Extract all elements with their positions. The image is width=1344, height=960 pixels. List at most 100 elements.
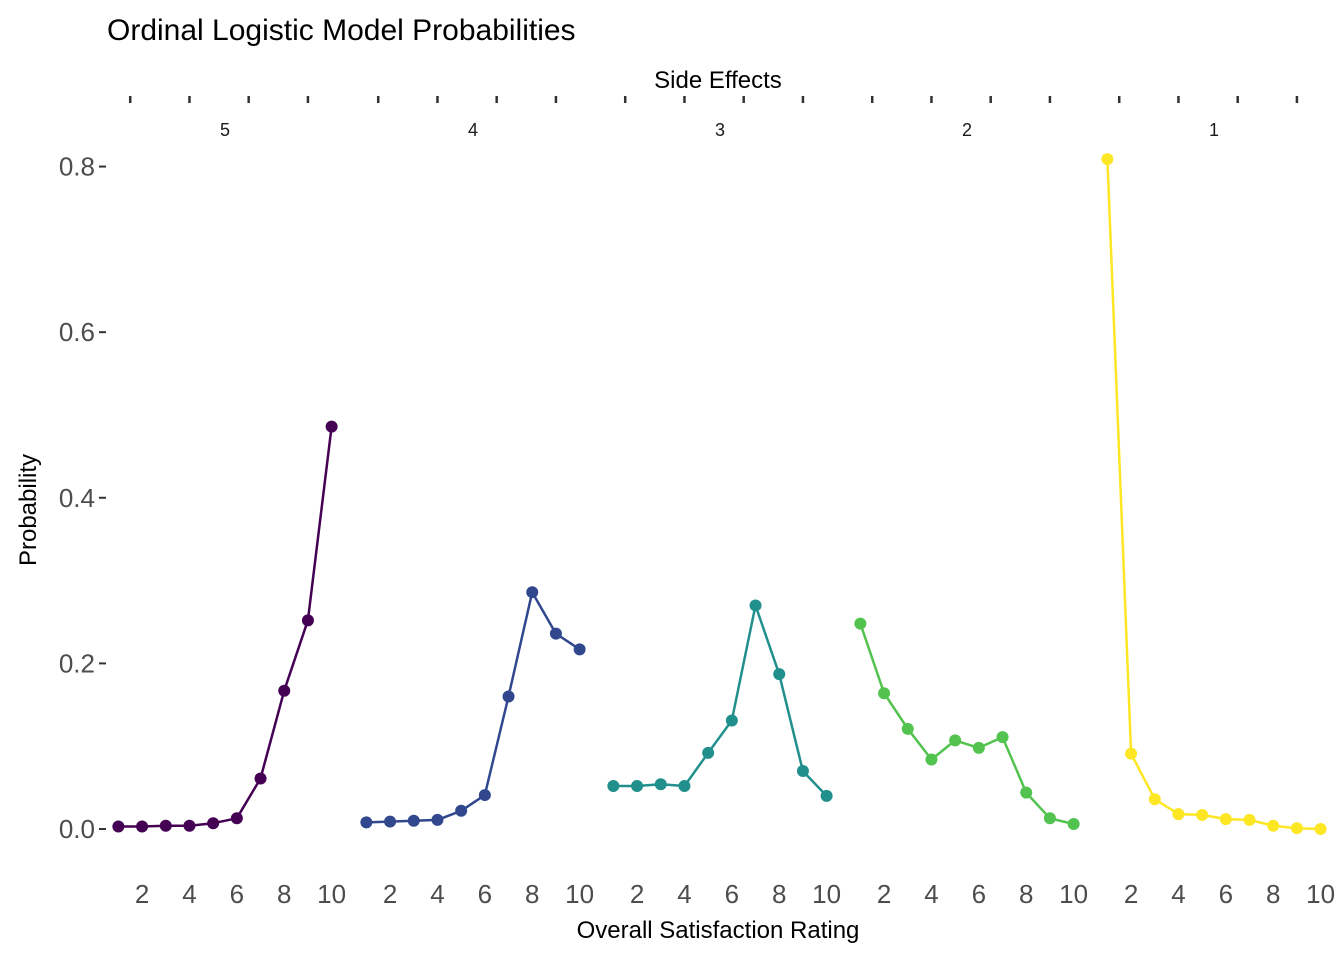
data-point xyxy=(749,599,762,612)
data-point xyxy=(1020,786,1033,799)
data-point xyxy=(159,819,172,832)
data-point xyxy=(254,772,267,785)
data-point xyxy=(678,779,691,792)
data-point xyxy=(325,420,338,433)
x-tick-label: 6 xyxy=(230,879,244,909)
data-point xyxy=(278,684,291,697)
data-point xyxy=(1219,813,1232,826)
series-2 xyxy=(854,617,1080,831)
chart-title: Ordinal Logistic Model Probabilities xyxy=(107,14,576,47)
x-tick-label: 6 xyxy=(1219,879,1233,909)
series-layer xyxy=(112,153,1327,836)
x-tick-label: 2 xyxy=(877,879,891,909)
data-point xyxy=(702,746,715,759)
x-tick-label: 8 xyxy=(1266,879,1280,909)
series-4 xyxy=(360,586,586,829)
series-line xyxy=(613,604,828,797)
y-tick-label: 0.4 xyxy=(59,483,95,513)
x-tick-label: 2 xyxy=(135,879,149,909)
facet-label: 2 xyxy=(962,120,972,140)
data-point xyxy=(1314,823,1327,836)
x-tick-label: 4 xyxy=(182,879,196,909)
data-point xyxy=(526,586,539,599)
series-3 xyxy=(607,599,833,802)
data-point xyxy=(949,734,962,747)
data-point xyxy=(478,789,491,802)
data-point xyxy=(996,731,1009,744)
data-point xyxy=(1267,819,1280,832)
x-tick-label: 6 xyxy=(972,879,986,909)
data-point xyxy=(1172,808,1185,821)
data-point xyxy=(1243,813,1256,826)
data-point xyxy=(230,812,243,825)
data-point xyxy=(925,753,938,766)
data-point xyxy=(820,789,833,802)
x-tick-label: 2 xyxy=(630,879,644,909)
series-1 xyxy=(1101,153,1327,836)
x-tick-label: 4 xyxy=(1171,879,1185,909)
x-tick-label: 4 xyxy=(430,879,444,909)
data-point xyxy=(360,816,373,829)
x-tick-label: 10 xyxy=(565,879,594,909)
data-point xyxy=(207,817,220,830)
data-point xyxy=(854,617,867,630)
data-point xyxy=(796,765,809,778)
data-point xyxy=(431,813,444,826)
x-tick-label: 10 xyxy=(1059,879,1088,909)
facet-title: Side Effects xyxy=(654,67,782,94)
data-point xyxy=(901,722,914,735)
data-point xyxy=(183,819,196,832)
data-point xyxy=(384,815,397,828)
data-point xyxy=(725,714,738,727)
x-tick-label: 8 xyxy=(525,879,539,909)
data-point xyxy=(607,779,620,792)
y-tick-label: 0.8 xyxy=(59,152,95,182)
facet-ticks xyxy=(128,96,1299,103)
x-tick-label: 10 xyxy=(1306,879,1335,909)
x-tick-label: 10 xyxy=(317,879,346,909)
facet-label: 4 xyxy=(468,120,478,140)
y-axis-title: Probability xyxy=(15,454,42,566)
data-point xyxy=(136,820,149,833)
data-point xyxy=(878,687,891,700)
data-point xyxy=(1196,808,1209,821)
data-point xyxy=(1067,818,1080,831)
data-point xyxy=(112,820,125,833)
y-tick-label: 0.2 xyxy=(59,648,95,678)
data-point xyxy=(455,804,468,817)
data-point xyxy=(631,779,644,792)
series-line xyxy=(366,590,581,824)
x-tick-label: 8 xyxy=(1019,879,1033,909)
facet-label: 1 xyxy=(1209,120,1219,140)
x-axis: 2 4 6 8 10 2 4 6 8 10 2 4 6 8 10 2 4 6 8 10 2 4 6 8 10 xyxy=(135,879,1335,909)
x-tick-label: 2 xyxy=(1124,879,1138,909)
data-point xyxy=(573,643,586,656)
x-tick-label: 8 xyxy=(277,879,291,909)
data-point xyxy=(1101,153,1114,166)
x-axis-title: Overall Satisfaction Rating xyxy=(577,917,860,944)
facet-label: 5 xyxy=(220,120,230,140)
x-tick-label: 6 xyxy=(478,879,492,909)
data-point xyxy=(773,668,786,681)
data-point xyxy=(301,614,314,627)
facet-label: 3 xyxy=(715,120,725,140)
y-axis: 0.0 0.2 0.4 0.6 0.8 xyxy=(59,152,106,844)
data-point xyxy=(1043,812,1056,825)
y-tick-label: 0.0 xyxy=(59,814,95,844)
data-point xyxy=(1290,822,1303,835)
series-5 xyxy=(112,420,338,833)
data-point xyxy=(1148,793,1161,806)
series-line xyxy=(859,623,1074,826)
x-tick-label: 4 xyxy=(677,879,691,909)
x-tick-label: 4 xyxy=(924,879,938,909)
series-line xyxy=(118,426,333,828)
facet-labels: 5 4 3 2 1 xyxy=(220,120,1219,140)
x-tick-label: 10 xyxy=(812,879,841,909)
series-line xyxy=(1106,159,1321,831)
data-point xyxy=(654,778,667,791)
x-tick-label: 6 xyxy=(725,879,739,909)
x-tick-label: 2 xyxy=(383,879,397,909)
x-tick-label: 8 xyxy=(772,879,786,909)
data-point xyxy=(1125,747,1138,760)
